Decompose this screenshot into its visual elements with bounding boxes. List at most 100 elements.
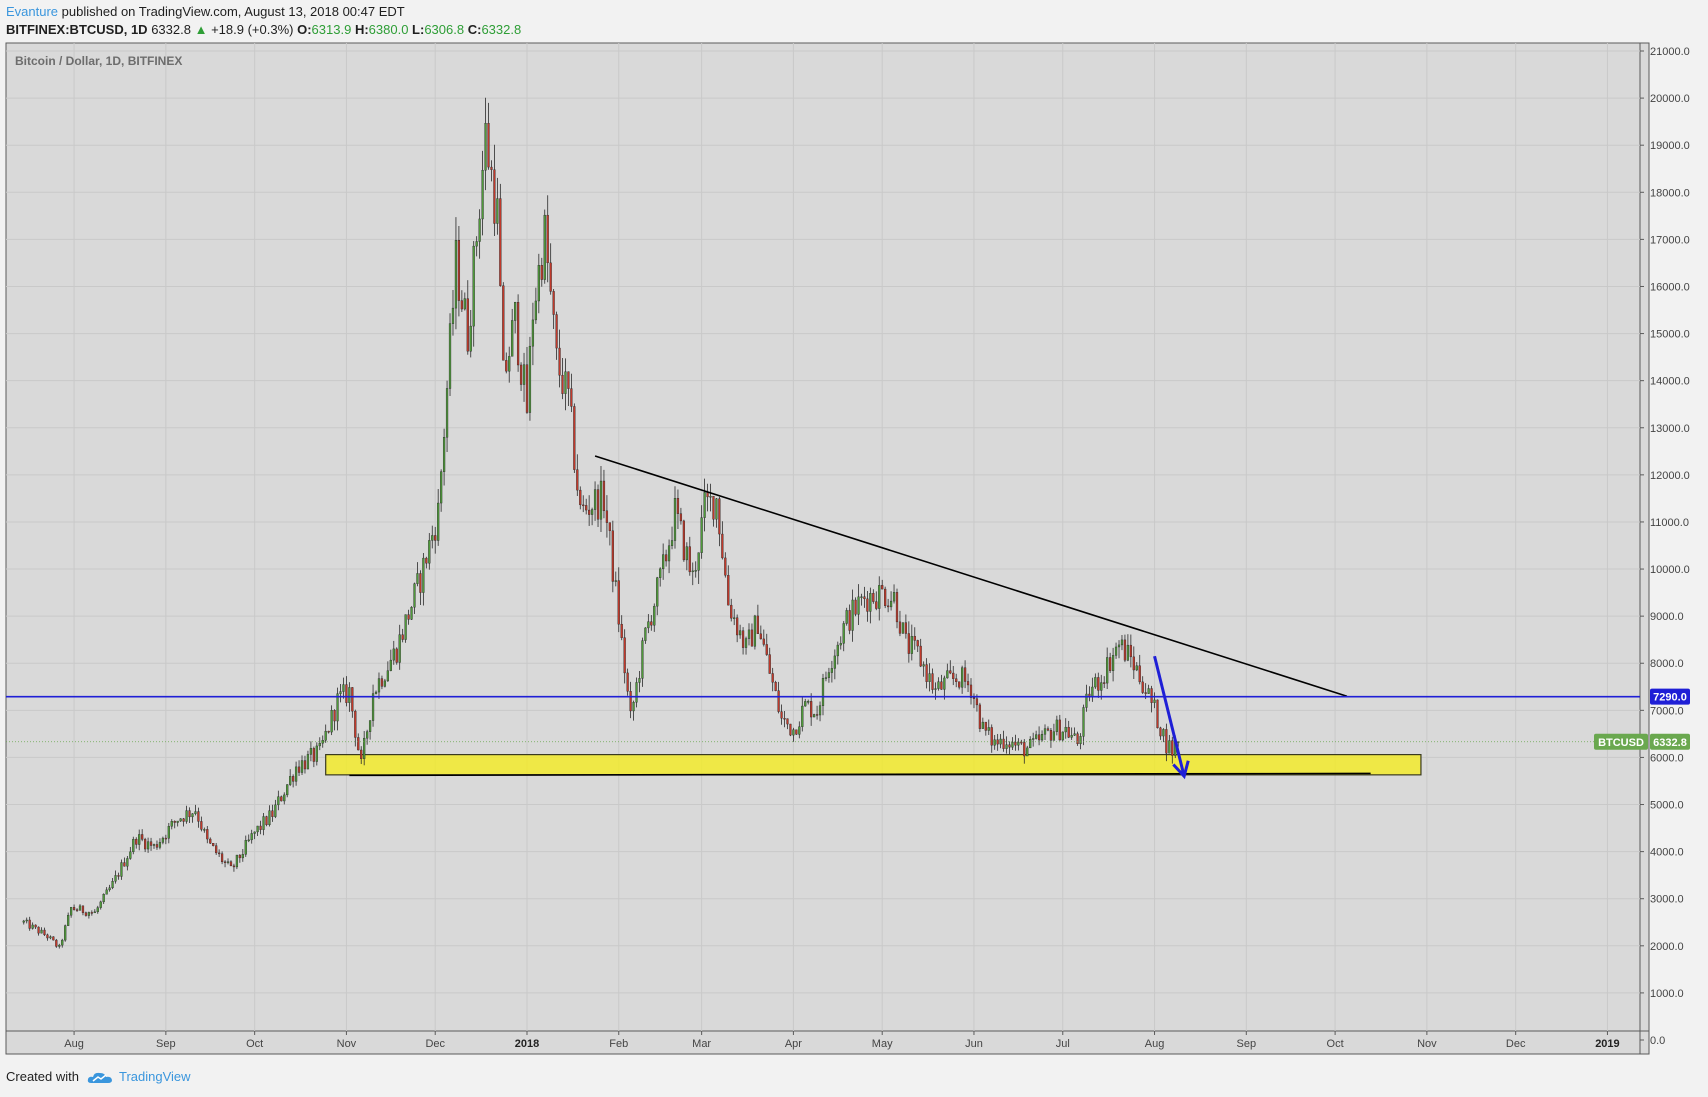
up-candle [93,911,96,914]
up-candle [934,688,937,690]
tradingview-brand[interactable]: TradingView [87,1069,191,1084]
y-tick-label: 7000.0 [1650,705,1684,717]
up-candle [744,638,748,648]
up-candle [833,655,836,669]
publish-line: Evanture published on TradingView.com, A… [6,3,521,21]
y-tick-label: 21000.0 [1650,46,1690,58]
down-candle [718,498,721,535]
down-candle [629,691,632,712]
up-candle [845,610,848,624]
up-candle [398,634,401,663]
close-value: 6332.8 [481,22,522,37]
up-candle [61,939,64,946]
up-candle [481,169,484,220]
down-candle [875,601,878,609]
up-candle [241,854,244,859]
down-candle [360,749,363,759]
up-candle [943,677,946,690]
up-candle [738,630,742,636]
chart-pane-bg [5,42,1650,1055]
tradingview-brand-text: TradingView [118,1069,191,1084]
up-candle [256,825,259,833]
up-candle [422,557,425,593]
down-candle [617,580,620,625]
low-value: 6306.8 [424,22,465,37]
up-candle [108,887,111,891]
drawing-layer: 7290.0 BTCUSD 6332.8 [6,455,1690,780]
down-candle [969,684,973,698]
down-candle [907,633,910,654]
y-tick-label: 8000.0 [1650,658,1684,670]
up-candle [268,810,271,826]
down-candle [884,588,887,607]
down-candle [555,314,558,349]
up-triangle-icon: ▲ [194,22,208,37]
down-candle [576,469,579,491]
up-candle [306,754,310,770]
up-candle [1106,657,1109,684]
up-candle [283,794,286,802]
up-candle [478,218,481,242]
down-candle [327,730,330,733]
up-candle [647,621,650,629]
up-candle [1005,744,1008,749]
down-candle [771,673,774,683]
up-candle [807,701,810,703]
up-candle [440,471,443,504]
up-candle [152,844,156,846]
up-candle [1064,726,1067,733]
down-candle [549,262,552,292]
y-tick-label: 9000.0 [1650,611,1684,623]
down-candle [777,690,780,712]
up-candle [922,664,925,667]
down-candle [215,845,218,854]
down-candle [626,672,629,692]
x-tick-label: Oct [1327,1038,1344,1050]
down-candle [155,844,159,848]
up-candle [632,702,635,712]
down-candle [357,737,360,751]
up-candle [336,693,339,722]
down-candle [1097,677,1100,691]
x-tick-label: Oct [246,1038,263,1050]
up-candle [528,345,532,413]
down-candle [682,520,685,561]
up-candle [431,535,434,541]
y-tick-label: 18000.0 [1650,187,1690,199]
y-tick-label: 1000.0 [1650,988,1684,1000]
up-candle [1091,686,1094,697]
close-label: C: [467,22,482,37]
up-candle [878,585,881,609]
up-candle [824,677,828,679]
down-candle [724,557,727,576]
down-candle [972,697,976,699]
down-candle [1103,682,1106,684]
down-candle [135,838,138,845]
up-candle [250,833,253,841]
up-candle [1052,731,1056,741]
down-candle [919,645,922,667]
up-candle [709,496,712,498]
up-candle [1082,707,1085,737]
down-candle [212,843,215,846]
down-candle [741,630,745,648]
down-candle [182,818,185,822]
up-candle [25,919,28,922]
down-candle [783,718,786,720]
up-candle [537,265,540,302]
up-candle [1073,733,1076,736]
up-candle [386,670,389,682]
down-candle [913,636,916,641]
down-candle [611,530,614,582]
author-link[interactable]: Evanture [6,4,59,19]
up-candle [1035,734,1038,739]
x-tick-label: Mar [692,1038,711,1050]
up-candle [635,682,638,703]
down-candle [996,739,999,745]
down-candle [84,912,88,916]
up-candle [869,593,872,612]
x-axis-labels: Aug Sep Oct Nov Dec 2018 Feb Mar Apr May Jun Jul Aug… [64,1031,1620,1050]
down-candle [552,291,555,315]
up-candle [753,615,757,647]
